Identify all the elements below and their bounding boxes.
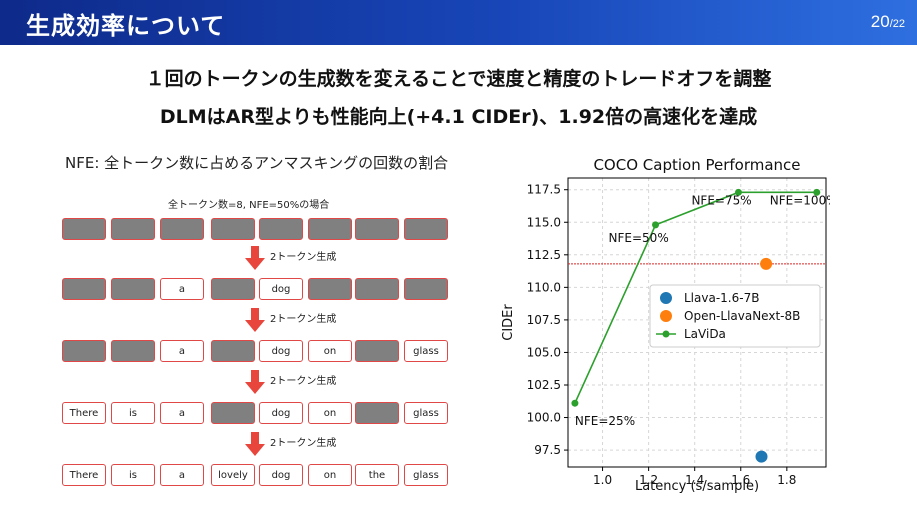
step-label: 2トークン生成 [270,252,337,263]
legend-marker [660,310,672,322]
token-glass: glass [404,464,448,486]
y-tick-label: 110.0 [527,280,561,294]
chart-title: COCO Caption Performance [593,156,800,174]
x-tick-label: 1.4 [685,473,704,487]
masked-token [211,218,255,240]
token-a: a [160,278,204,300]
token-dog: dog [259,402,303,424]
masked-token [355,278,399,300]
y-tick-label: 97.5 [534,443,561,457]
headline-result: DLMはAR型よりも性能向上(+4.1 CIDEr)、1.92倍の高速化を達成 [159,106,758,128]
example-caption: 全トークン数=8, NFE=50%の場合 [168,200,330,211]
x-axis-label: Latency (s/sample) [635,479,759,494]
masked-token [111,340,155,362]
masked-token [160,218,204,240]
legend-box [649,284,821,348]
data-point [734,188,742,196]
token-lovely: lovely [211,464,255,486]
y-tick-label: 105.0 [527,345,561,359]
masked-token [355,218,399,240]
token-dog: dog [259,340,303,362]
y-tick-label: 117.5 [527,183,561,197]
down-arrow-icon [245,308,265,332]
legend-marker [662,330,670,338]
token-there: There [62,402,106,424]
y-tick-label: 115.0 [527,215,561,229]
down-arrow-icon [245,370,265,394]
masked-token [62,340,106,362]
token-is: is [111,464,155,486]
page-number: 20/22 [871,12,905,32]
legend-label: LaViDa [684,327,726,341]
plot-frame [567,177,827,468]
y-tick-label: 102.5 [527,378,561,392]
x-tick-label: 1.6 [731,473,750,487]
coco-caption-chart: 1.0 1.2 1.4 1.6 1.8 97.5 100.0 102.5 105.0 107.5 1… [501,156,830,494]
point-label: NFE=50% [609,231,669,245]
slide-title: 生成効率について [26,12,226,40]
scatter-point [760,257,773,270]
step-label: 2トークン生成 [270,438,337,449]
point-label: NFE=75% [691,193,751,207]
x-tick-label: 1.0 [593,473,612,487]
step-label: 2トークン生成 [270,376,337,387]
masked-token [211,402,255,424]
masked-token [211,340,255,362]
legend-marker [660,292,672,304]
headline-tradeoff: １回のトークンの生成数を変えることで速度と精度のトレードオフを調整 [145,68,772,90]
masked-token [404,218,448,240]
masked-token [355,340,399,362]
step-label: 2トークン生成 [270,314,337,325]
series-line-lavida [574,191,817,404]
legend-label: Open-LlavaNext-8B [684,309,800,323]
x-tick-label: 1.8 [777,473,796,487]
masked-token [62,278,106,300]
y-axis-label: CIDEr [501,304,516,341]
token-is: is [111,402,155,424]
data-point [813,188,821,196]
token-dog: dog [259,278,303,300]
legend-label: Llava-1.6-7B [684,291,759,305]
token-glass: glass [404,340,448,362]
token-there: There [62,464,106,486]
token-a: a [160,402,204,424]
data-point [571,399,579,407]
token-glass: glass [404,402,448,424]
data-point [652,221,660,229]
masked-token [259,218,303,240]
token-a: a [160,340,204,362]
token-on: on [308,464,352,486]
masked-token [62,218,106,240]
header-bar: 生成効率について 20/22 [0,0,917,45]
token-the: the [355,464,399,486]
masked-token [404,278,448,300]
token-dog: dog [259,464,303,486]
nfe-definition: NFE: 全トークン数に占めるアンマスキングの回数の割合 [65,154,449,172]
masked-token [308,218,352,240]
y-tick-label: 100.0 [527,411,561,425]
masked-token [211,278,255,300]
point-label: NFE=100% [770,193,830,207]
masked-token [111,218,155,240]
token-on: on [308,402,352,424]
masked-token [308,278,352,300]
page-current: 20 [870,12,890,31]
down-arrow-icon [245,432,265,456]
token-a: a [160,464,204,486]
y-tick-label: 112.5 [527,248,561,262]
page-total: /22 [889,18,905,30]
y-tick-label: 107.5 [527,313,561,327]
masked-token [355,402,399,424]
point-label: NFE=25% [575,414,635,428]
token-on: on [308,340,352,362]
x-tick-label: 1.2 [639,473,658,487]
down-arrow-icon [245,246,265,270]
masked-token [111,278,155,300]
scatter-point [755,450,768,463]
